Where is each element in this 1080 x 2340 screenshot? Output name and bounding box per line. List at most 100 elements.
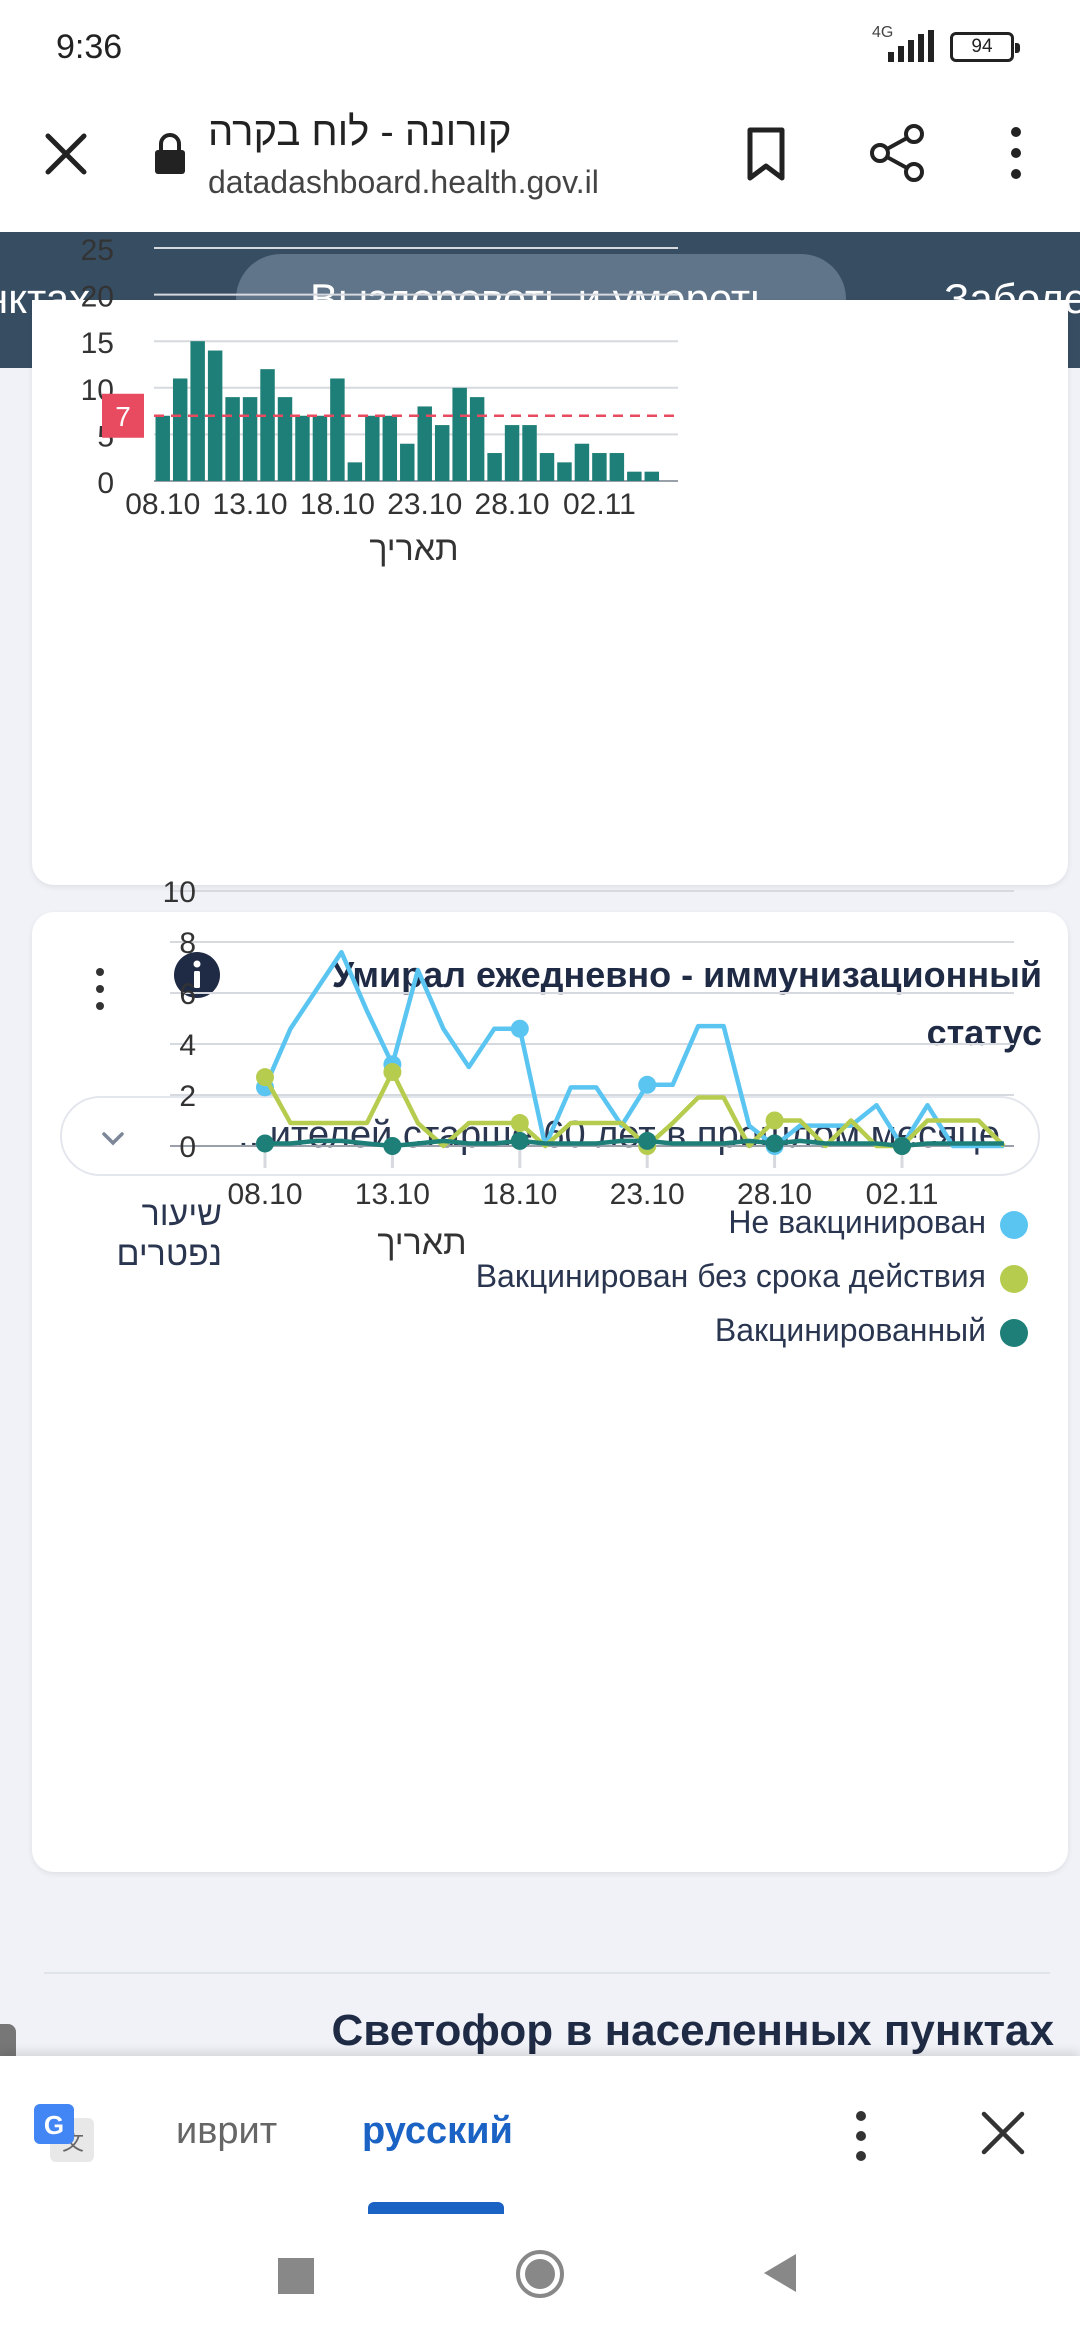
x-tick-label: 18.10 <box>482 1178 557 1211</box>
info-icon[interactable] <box>172 950 222 1000</box>
bar <box>609 453 625 481</box>
scroll-handle[interactable] <box>0 2024 16 2064</box>
data-point <box>765 1134 784 1153</box>
y-tick-label: 4 <box>179 1029 196 1062</box>
reference-badge <box>102 393 144 438</box>
y-tick-label: 0 <box>179 1131 196 1164</box>
deaths-line-chart: 0 2 4 6 8 10 08.10 13.10 18.10 23.10 28.10 02.11 תאר… <box>163 876 1014 1262</box>
bar <box>155 415 170 481</box>
bar <box>522 425 537 481</box>
source-language-tab[interactable]: иврит <box>176 2110 278 2152</box>
target-language-tab[interactable]: русский <box>362 2110 513 2152</box>
chevron-down-icon <box>102 1132 124 1146</box>
deaths-by-status-card: Умирал ежедневно - иммунизационный стату… <box>32 876 1068 1872</box>
bar <box>365 415 380 481</box>
data-point <box>256 1068 274 1087</box>
bar <box>400 443 415 481</box>
bar <box>382 415 398 481</box>
y-tick-label: 10 <box>163 876 196 909</box>
x-tick-label: 23.10 <box>610 1178 685 1211</box>
data-point <box>510 1131 529 1150</box>
legend-unvaccinated[interactable]: Не вакцинирован <box>728 1204 1028 1244</box>
translate-close-icon[interactable] <box>978 2108 1028 2158</box>
bar <box>347 462 363 481</box>
data-point <box>510 1019 529 1038</box>
translate-menu-icon[interactable] <box>848 2106 874 2166</box>
browser-toolbar: קורונה - לוח בקרה datadashboard.health.g… <box>0 94 1080 232</box>
home-button[interactable] <box>514 2248 566 2300</box>
y-tick-label: 15 <box>81 327 114 360</box>
translate-bar: 文 G иврит русский <box>0 2056 1080 2214</box>
x-tick-label: 02.11 <box>866 1178 939 1211</box>
y-axis-title: שיעור נפטרים <box>116 1195 222 1273</box>
population-filter-select[interactable]: ...ителей старше 60 лет в прошлом месяце <box>60 1096 1040 1176</box>
bar <box>627 471 642 481</box>
section-divider <box>44 1972 1050 1974</box>
series-line <box>262 949 1004 1149</box>
y-tick-label: 8 <box>179 927 196 960</box>
network-type: 4G <box>872 24 894 41</box>
x-tick-label: 28.10 <box>475 488 550 521</box>
more-vert-icon[interactable] <box>1000 122 1032 184</box>
status-time: 9:36 <box>56 28 123 66</box>
bar <box>574 443 590 481</box>
legend-dot <box>1000 1264 1028 1293</box>
legend-label: Вакцинированный <box>714 1312 986 1348</box>
bar <box>225 397 240 481</box>
data-point <box>765 1111 784 1130</box>
daily-bar-chart: 0510152025708.1013.1018.1023.1028.1002.1… <box>81 234 678 568</box>
data-point <box>638 1131 657 1150</box>
y-tick-label: 0 <box>97 467 114 500</box>
page-url[interactable]: datadashboard.health.gov.il <box>208 164 599 200</box>
status-bar: 9:36 4G 94 <box>0 0 1080 94</box>
bar <box>295 415 310 481</box>
close-tab-icon[interactable] <box>36 124 96 184</box>
legend-label: Вакцинирован без срока действия <box>475 1258 986 1294</box>
legend-dot <box>1000 1210 1028 1239</box>
back-button[interactable] <box>760 2250 800 2296</box>
x-tick-label: 13.10 <box>213 488 288 521</box>
bar <box>242 397 258 481</box>
data-point <box>893 1137 911 1155</box>
chart-title: Умирал ежедневно - иммунизационный стату… <box>331 954 1042 1053</box>
bar <box>277 397 293 481</box>
bar <box>557 462 572 481</box>
y-tick-label: 20 <box>81 281 114 314</box>
data-point <box>383 1063 402 1082</box>
legend-dot <box>1000 1318 1028 1347</box>
legend-label: Не вакцинирован <box>728 1204 986 1240</box>
page-title: קורונה - לוח בקרה <box>208 110 512 154</box>
bar <box>434 425 450 481</box>
recents-button[interactable] <box>278 2258 314 2294</box>
bar <box>312 415 328 481</box>
bar <box>330 378 345 481</box>
x-axis-title: תאריך <box>377 1224 466 1262</box>
bar <box>190 341 205 481</box>
battery-icon: 94 <box>950 32 1020 62</box>
signal-icon <box>888 30 934 62</box>
bar <box>452 387 467 481</box>
card-menu-icon[interactable] <box>90 964 110 1014</box>
bar <box>539 453 555 481</box>
active-tab-indicator <box>368 2202 504 2214</box>
share-icon[interactable] <box>866 122 928 184</box>
bookmark-icon[interactable] <box>738 124 794 184</box>
legend-vaccinated[interactable]: Вакцинированный <box>715 1312 1028 1352</box>
legend-vaccinated-expired[interactable]: Вакцинирован без срока действия <box>476 1258 1028 1298</box>
google-translate-icon: 文 G <box>34 2104 94 2162</box>
daily-bar-chart-card: 0510152025708.1013.1018.1023.1028.1002.1… <box>32 234 1068 885</box>
bar <box>592 453 607 481</box>
y-tick-label: 2 <box>179 1080 196 1113</box>
bar <box>417 406 432 481</box>
svg-text:G: G <box>44 2110 64 2140</box>
data-point <box>256 1134 274 1153</box>
battery-level: 94 <box>971 36 993 57</box>
y-tick-label: 25 <box>81 234 114 267</box>
bar <box>469 397 485 481</box>
bar <box>504 425 520 481</box>
data-point <box>510 1114 529 1133</box>
x-tick-label: 02.11 <box>563 488 636 521</box>
bar <box>644 471 660 481</box>
section-title: Светофор в населенных пунктах <box>331 2006 1054 2055</box>
system-nav-bar <box>0 2214 1080 2340</box>
